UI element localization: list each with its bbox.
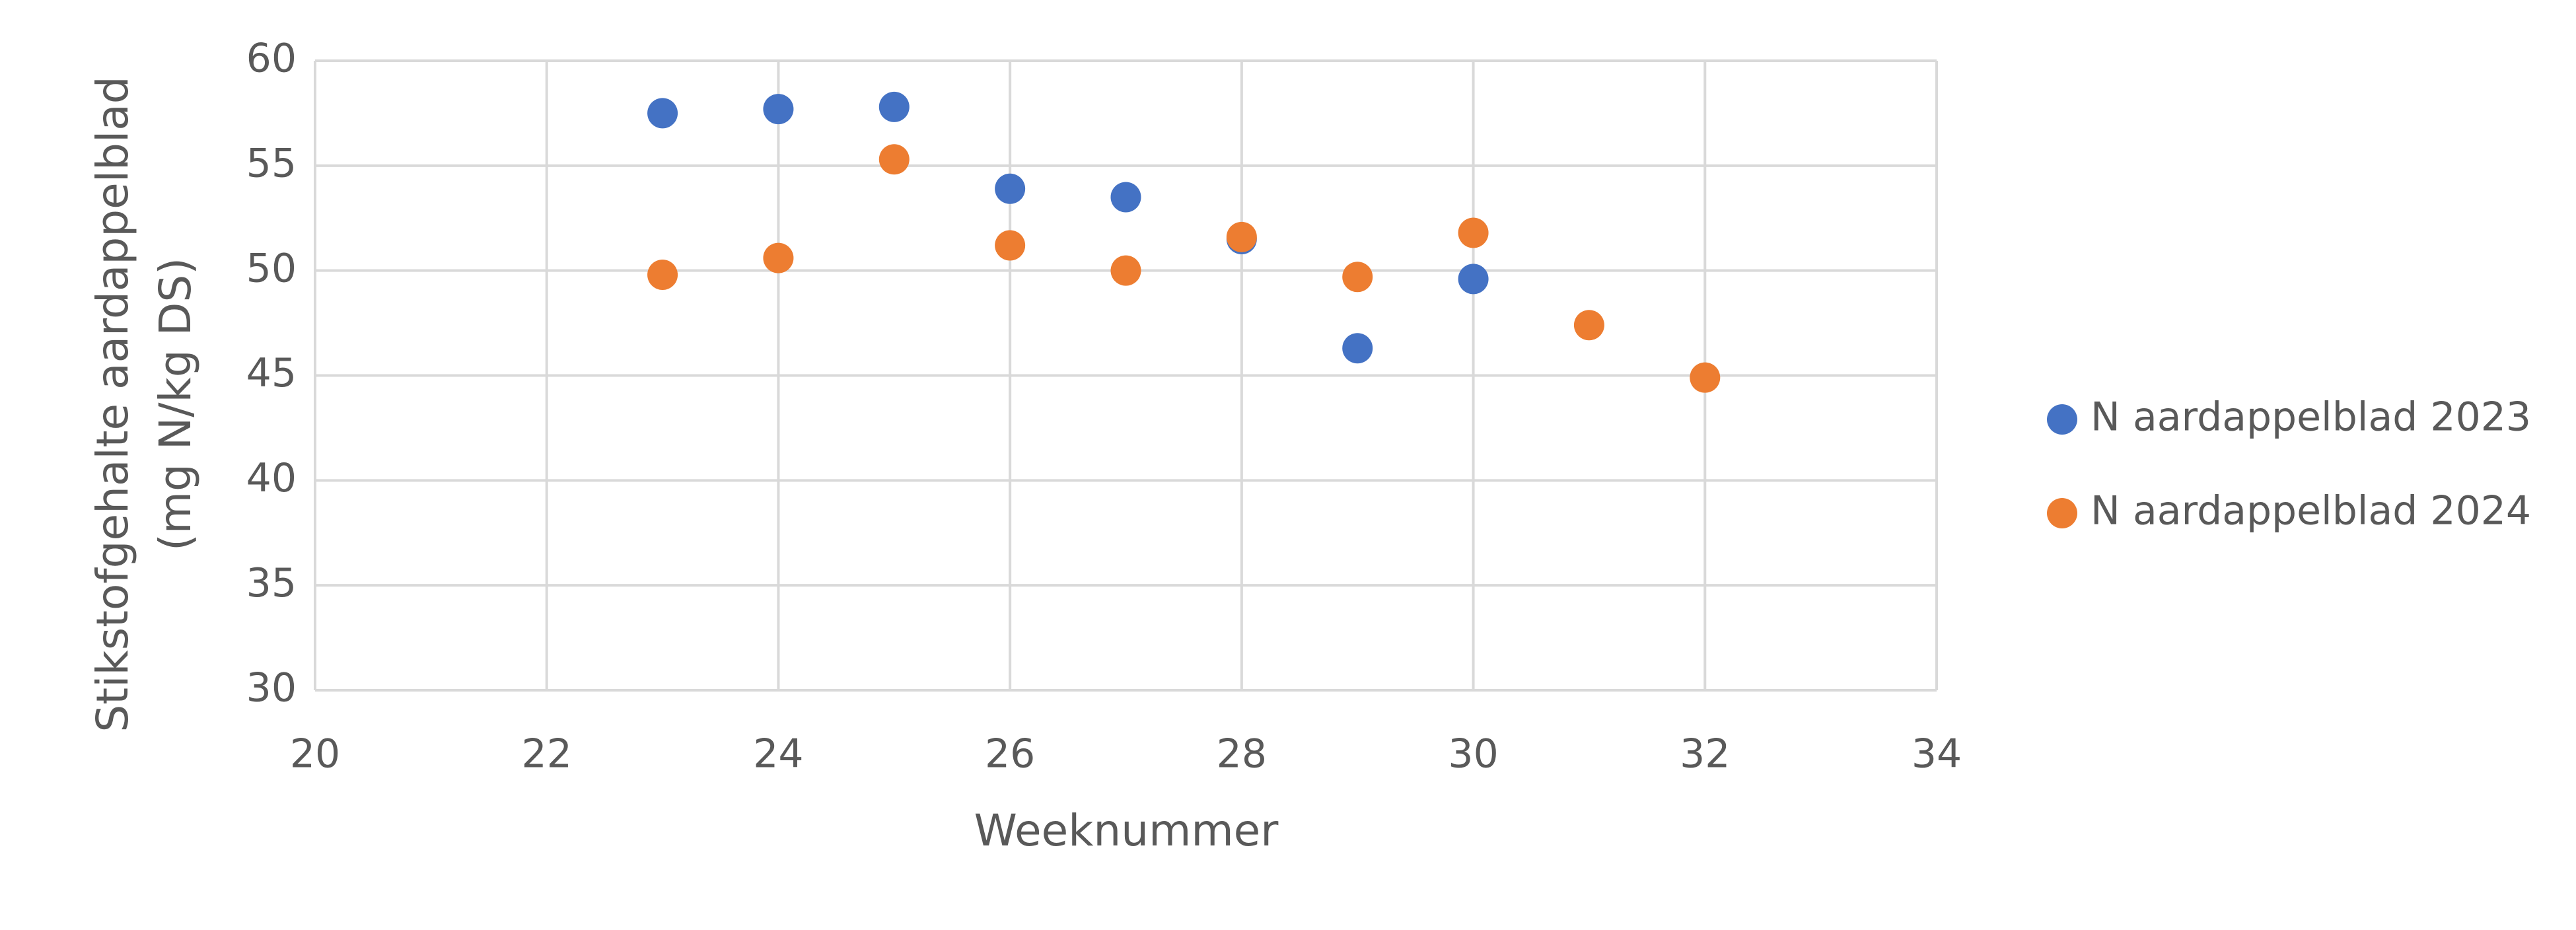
legend-label: N aardappelblad 2023 <box>2091 394 2531 441</box>
point <box>878 91 910 122</box>
point <box>1458 264 1489 295</box>
point <box>1342 333 1373 364</box>
legend-marker <box>2047 404 2077 435</box>
point <box>647 98 678 129</box>
point <box>1110 182 1141 213</box>
y-axis-title: (mg N/kg DS) <box>150 258 201 551</box>
y-tick-label: 60 <box>246 36 297 82</box>
x-tick-label: 30 <box>1448 731 1498 777</box>
legend-label: N aardappelblad 2024 <box>2091 488 2531 534</box>
x-tick-label: 26 <box>985 731 1035 777</box>
x-axis-title: Weeknummer <box>974 805 1279 856</box>
y-tick-label: 45 <box>246 350 297 396</box>
x-tick-label: 32 <box>1680 731 1730 777</box>
x-tick-label: 24 <box>753 731 803 777</box>
point <box>995 230 1026 261</box>
point <box>1110 255 1141 286</box>
point <box>1458 217 1489 248</box>
y-tick-label: 35 <box>246 560 297 606</box>
point <box>647 260 678 291</box>
x-tick-label: 28 <box>1217 731 1267 777</box>
point <box>763 242 794 273</box>
x-tick-label: 22 <box>522 731 572 777</box>
point <box>878 144 910 175</box>
point <box>1690 362 1721 393</box>
y-tick-label: 55 <box>246 140 297 186</box>
point <box>1342 262 1373 293</box>
point <box>1226 221 1257 252</box>
y-tick-label: 50 <box>246 245 297 291</box>
y-axis-title: Stikstofgehalte aardappelblad <box>87 76 138 732</box>
x-tick-label: 34 <box>1912 731 1962 777</box>
legend-marker <box>2047 498 2077 528</box>
y-tick-label: 30 <box>246 665 297 711</box>
x-tick-label: 20 <box>290 731 340 777</box>
y-tick-label: 40 <box>246 455 297 501</box>
point <box>1573 310 1604 341</box>
point <box>995 173 1026 204</box>
point <box>763 94 794 125</box>
